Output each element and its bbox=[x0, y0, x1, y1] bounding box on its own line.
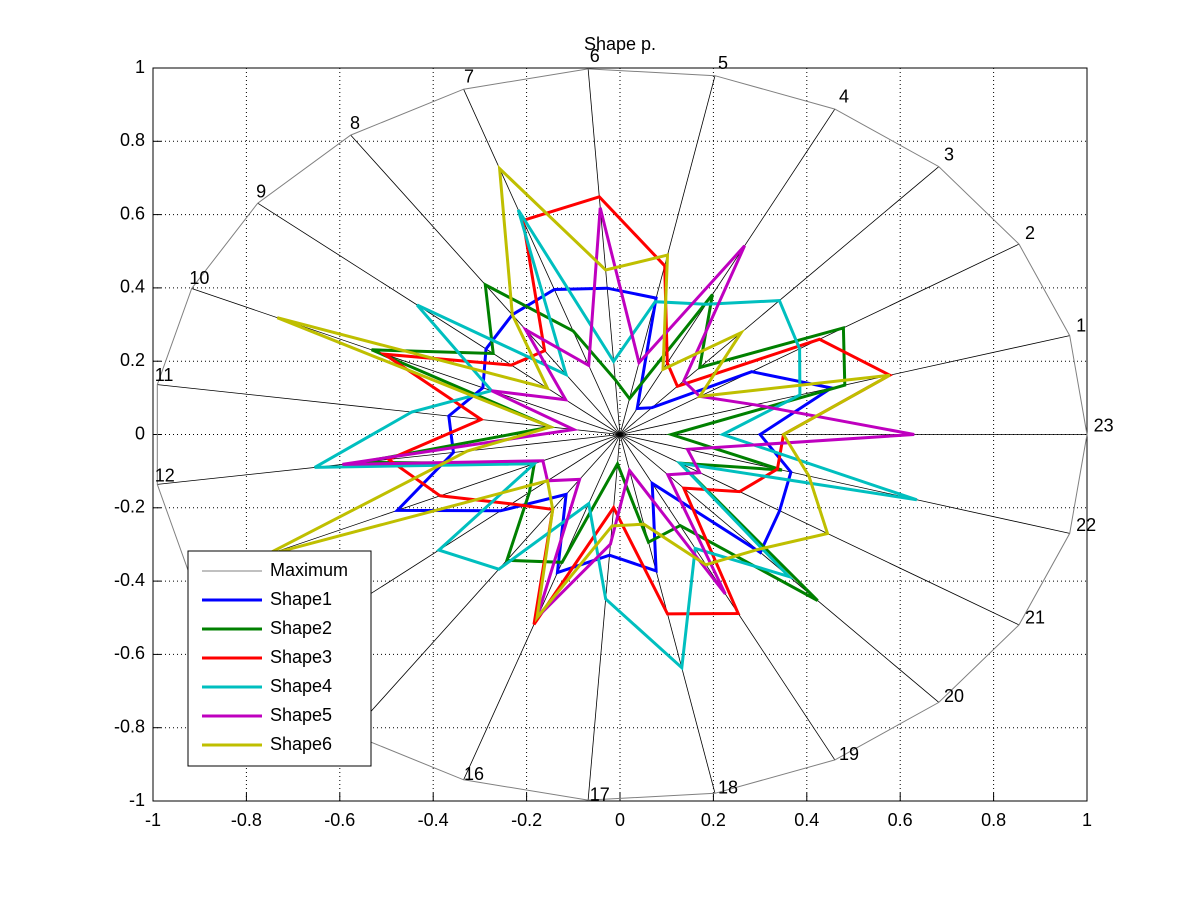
legend-label: Shape6 bbox=[270, 734, 332, 754]
axis-label: 19 bbox=[839, 744, 859, 764]
legend-label: Shape4 bbox=[270, 676, 332, 696]
spoke bbox=[191, 288, 621, 435]
x-tick-label: 0.8 bbox=[981, 810, 1006, 830]
x-tick-label: 1 bbox=[1082, 810, 1092, 830]
y-tick-label: -0.4 bbox=[114, 570, 145, 590]
legend-label: Shape5 bbox=[270, 705, 332, 725]
axis-label: 7 bbox=[464, 66, 474, 86]
y-tick-label: -0.6 bbox=[114, 643, 145, 663]
legend-label: Shape1 bbox=[270, 589, 332, 609]
axis-label: 8 bbox=[350, 113, 360, 133]
x-tick-label: -0.6 bbox=[324, 810, 355, 830]
spoke bbox=[587, 68, 621, 435]
spoke bbox=[463, 88, 621, 435]
axis-label: 10 bbox=[189, 268, 209, 288]
y-tick-label: 0.8 bbox=[120, 130, 145, 150]
y-tick-label: -0.2 bbox=[114, 497, 145, 517]
axis-label: 21 bbox=[1025, 608, 1045, 628]
x-tick-label: 0.4 bbox=[794, 810, 819, 830]
chart-title: Shape p. bbox=[584, 34, 656, 54]
spoke bbox=[257, 202, 621, 435]
spoke bbox=[157, 384, 621, 435]
y-tick-label: 1 bbox=[135, 57, 145, 77]
axis-label: 4 bbox=[839, 87, 849, 107]
x-tick-label: -0.2 bbox=[511, 810, 542, 830]
axis-label: 16 bbox=[464, 764, 484, 784]
spoke bbox=[587, 434, 621, 801]
x-tick-label: 0.6 bbox=[888, 810, 913, 830]
x-tick-label: -1 bbox=[145, 810, 161, 830]
axis-label: 5 bbox=[718, 53, 728, 73]
axis-label: 6 bbox=[590, 46, 600, 66]
axis-label: 2 bbox=[1025, 223, 1035, 243]
axis-label: 18 bbox=[718, 778, 738, 798]
legend-label: Shape2 bbox=[270, 618, 332, 638]
axis-label: 20 bbox=[944, 686, 964, 706]
x-tick-label: 0 bbox=[615, 810, 625, 830]
axis-label: 12 bbox=[155, 466, 175, 486]
axis-label: 11 bbox=[155, 365, 174, 385]
y-tick-label: 0.2 bbox=[120, 350, 145, 370]
axis-label: 22 bbox=[1076, 515, 1096, 535]
spoke bbox=[619, 434, 1020, 626]
y-tick-label: 0.6 bbox=[120, 203, 145, 223]
y-tick-label: -0.8 bbox=[114, 716, 145, 736]
y-tick-label: 0.4 bbox=[120, 277, 145, 297]
x-tick-label: -0.8 bbox=[231, 810, 262, 830]
axis-label: 3 bbox=[944, 145, 954, 165]
y-tick-label: -1 bbox=[129, 790, 145, 810]
axis-label: 17 bbox=[590, 785, 610, 805]
spoke bbox=[350, 434, 621, 735]
axis-label: 23 bbox=[1094, 415, 1114, 435]
axis-label: 9 bbox=[256, 182, 266, 202]
series-line bbox=[313, 209, 918, 671]
spoke bbox=[619, 434, 1070, 534]
spoke bbox=[619, 108, 836, 435]
y-tick-label: 0 bbox=[135, 423, 145, 443]
spoke bbox=[619, 434, 836, 761]
x-tick-label: -0.4 bbox=[418, 810, 449, 830]
series-line bbox=[263, 164, 891, 623]
x-tick-label: 0.2 bbox=[701, 810, 726, 830]
legend-label: Maximum bbox=[270, 560, 348, 580]
series-line bbox=[156, 68, 1088, 801]
legend-label: Shape3 bbox=[270, 647, 332, 667]
axis-label: 1 bbox=[1076, 315, 1086, 335]
